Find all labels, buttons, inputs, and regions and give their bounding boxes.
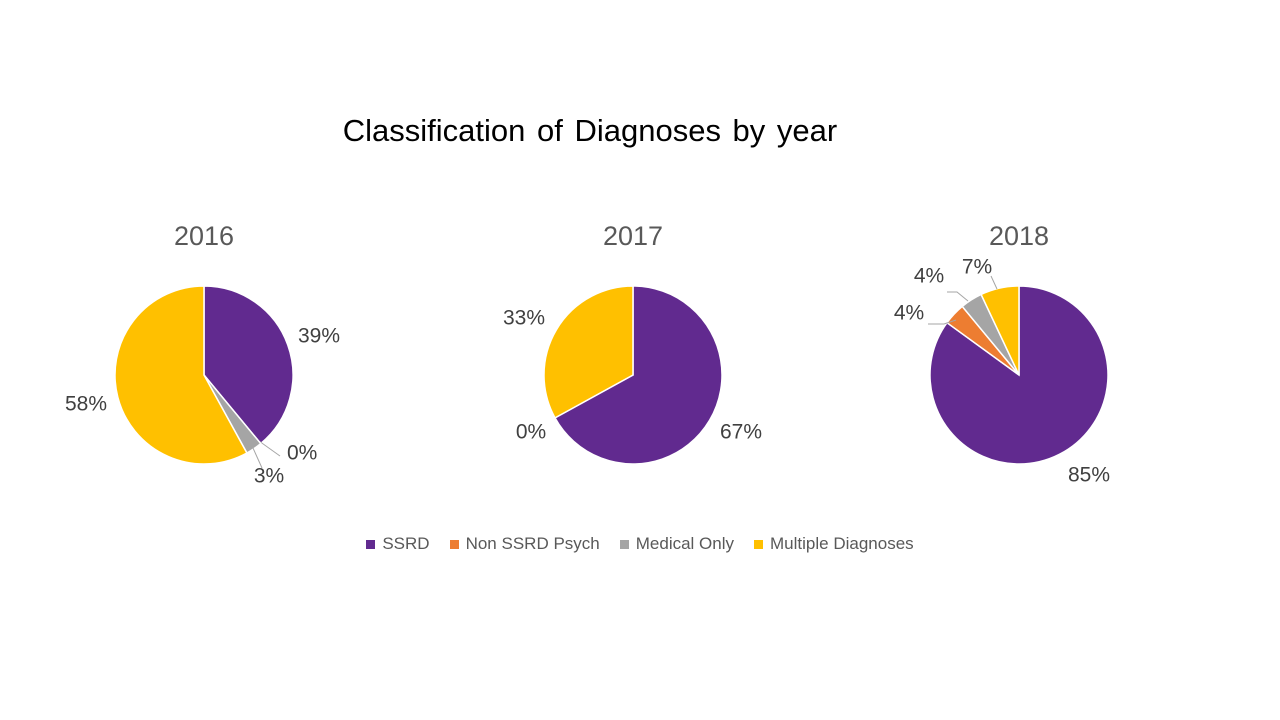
pie-slice-multiple-diagnoses (114, 285, 248, 465)
legend-item-non-ssrd-psych: Non SSRD Psych (449, 534, 600, 554)
pie-chart-2016: 2016 39% 0%3% 58% (65, 221, 340, 488)
pie-title: 2018 (989, 221, 1049, 251)
leader-line-non-ssrd-psych (928, 319, 957, 325)
legend-swatch (619, 539, 629, 549)
pie-slice-ssrd (553, 285, 723, 465)
data-label-ssrd: 39% (298, 325, 340, 348)
chart-title: Classification of Diagnoses by year (342, 113, 838, 148)
data-label-ssrd: 67% (720, 421, 762, 444)
legend-item-multiple-diagnoses: Multiple Diagnoses (754, 534, 914, 554)
data-label-non-ssrd-psych: 0% (516, 421, 546, 444)
pie-slice-multiple-diagnoses (980, 285, 1020, 376)
data-label-multiple-diagnoses: 33% (503, 307, 545, 330)
legend: SSRD Non SSRD Psych Medical Only Multiple D… (0, 534, 1280, 554)
data-label-non-ssrd-psych: 0% (287, 442, 317, 465)
data-label-multiple-diagnoses: 7% (962, 256, 992, 279)
pie-title: 2016 (174, 221, 234, 251)
pie-chart-2017: 2017 67% 0% 33% (503, 221, 762, 465)
legend-label: Non SSRD Psych (465, 534, 600, 553)
legend-label: Medical Only (635, 534, 735, 553)
legend-swatch (754, 539, 764, 549)
data-label-medical-only: 3% (254, 465, 284, 488)
data-label-medical-only: 4% (914, 265, 944, 288)
leader-line-non-ssrd-psych (258, 440, 281, 457)
pie-title: 2017 (603, 221, 663, 251)
legend-swatch (366, 539, 376, 549)
legend-item-ssrd: SSRD (366, 534, 430, 554)
leader-line-multiple-diagnoses (990, 275, 998, 290)
legend-label: SSRD (382, 534, 430, 553)
pie-slice-multiple-diagnoses (543, 285, 634, 419)
data-label-multiple-diagnoses: 58% (65, 393, 107, 416)
legend-item-medical-only: Medical Only (619, 534, 735, 554)
leader-line-medical-only (947, 291, 969, 302)
leader-line-medical-only (252, 447, 263, 469)
legend-swatch (449, 539, 459, 549)
pie-chart-2018: 2018 85% 4% 4% 7% (894, 221, 1110, 487)
legend-label: Multiple Diagnoses (770, 534, 914, 553)
data-label-ssrd: 85% (1068, 464, 1110, 487)
data-label-non-ssrd-psych: 4% (894, 302, 924, 325)
pie-slice-ssrd (203, 285, 294, 445)
